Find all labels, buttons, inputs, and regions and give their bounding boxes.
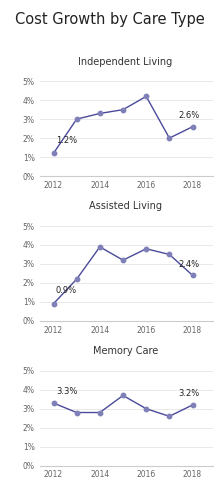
Text: Assisted Living: Assisted Living <box>89 202 162 212</box>
Text: Memory Care: Memory Care <box>93 346 158 356</box>
Text: 3.3%: 3.3% <box>56 387 77 396</box>
Text: Independent Living: Independent Living <box>78 57 172 67</box>
Text: 3.2%: 3.2% <box>179 389 200 398</box>
Text: 1.2%: 1.2% <box>56 136 77 145</box>
Text: 2.6%: 2.6% <box>179 111 200 120</box>
Text: Cost Growth by Care Type: Cost Growth by Care Type <box>15 12 205 27</box>
Text: 0.9%: 0.9% <box>56 286 77 295</box>
Text: 2.4%: 2.4% <box>179 260 200 269</box>
